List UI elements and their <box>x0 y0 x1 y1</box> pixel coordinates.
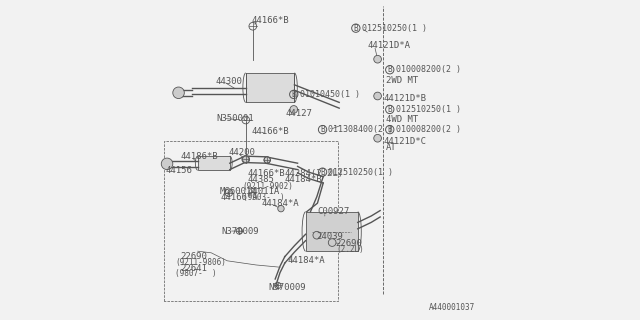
Text: 44184*B: 44184*B <box>285 175 323 184</box>
Text: 010008200(2 ): 010008200(2 ) <box>396 125 461 134</box>
Text: 44385: 44385 <box>247 175 274 184</box>
Text: 44011A: 44011A <box>247 188 279 196</box>
Text: B: B <box>387 105 392 114</box>
Circle shape <box>328 239 336 246</box>
Text: 44166*A: 44166*A <box>220 193 258 202</box>
Circle shape <box>242 156 250 163</box>
Text: 44300: 44300 <box>216 77 243 86</box>
Text: 012510250(1 ): 012510250(1 ) <box>396 105 461 114</box>
Text: 44166*B: 44166*B <box>247 169 285 178</box>
Circle shape <box>173 87 184 99</box>
Text: 44127: 44127 <box>285 109 312 118</box>
Circle shape <box>290 106 298 113</box>
Text: (9211-9806): (9211-9806) <box>175 258 226 267</box>
Text: B: B <box>387 65 392 74</box>
Text: N370009: N370009 <box>221 227 259 236</box>
Text: B: B <box>320 125 325 134</box>
Text: B: B <box>387 125 392 134</box>
Circle shape <box>374 92 381 100</box>
Text: (2.2L): (2.2L) <box>336 245 364 254</box>
Polygon shape <box>246 73 294 102</box>
Text: 24039: 24039 <box>316 232 343 241</box>
Text: 44284(2.2L): 44284(2.2L) <box>284 169 343 178</box>
Text: M660014: M660014 <box>219 188 257 196</box>
Text: 22641: 22641 <box>180 264 207 273</box>
Text: C00927: C00927 <box>317 207 349 216</box>
Text: 44200: 44200 <box>229 148 255 157</box>
Text: 012510250(1 ): 012510250(1 ) <box>362 24 427 33</box>
Polygon shape <box>198 156 230 170</box>
Text: 01010450(1 ): 01010450(1 ) <box>300 90 360 99</box>
Text: 44184*A: 44184*A <box>288 256 326 265</box>
Circle shape <box>264 157 270 163</box>
Text: N370009: N370009 <box>269 283 307 292</box>
Text: 4WD MT: 4WD MT <box>385 115 418 124</box>
Text: B: B <box>320 168 325 177</box>
Text: B: B <box>291 90 296 99</box>
Circle shape <box>313 231 321 239</box>
Text: 010008200(2 ): 010008200(2 ) <box>396 65 461 74</box>
Text: AT: AT <box>385 143 396 152</box>
Text: (9807-  ): (9807- ) <box>175 269 217 278</box>
Text: 44121D*C: 44121D*C <box>384 137 427 146</box>
Text: 44184*A: 44184*A <box>262 199 300 208</box>
Text: N350001: N350001 <box>216 114 253 123</box>
Circle shape <box>161 158 173 170</box>
Polygon shape <box>306 212 358 251</box>
Text: 2WD MT: 2WD MT <box>385 76 418 85</box>
Circle shape <box>374 134 381 142</box>
Text: 44121D*A: 44121D*A <box>367 41 410 50</box>
Text: 44166*B: 44166*B <box>251 127 289 136</box>
Text: 22690: 22690 <box>180 252 207 261</box>
Text: A440001037: A440001037 <box>429 303 475 312</box>
Text: 012510250(1 ): 012510250(1 ) <box>328 168 394 177</box>
Circle shape <box>374 55 381 63</box>
Text: 44121D*B: 44121D*B <box>384 94 427 103</box>
Circle shape <box>278 205 284 212</box>
Text: (9903-  ): (9903- ) <box>243 193 284 202</box>
Text: (9211-9902): (9211-9902) <box>243 182 293 191</box>
Text: B: B <box>353 24 358 33</box>
Text: 22690: 22690 <box>335 239 362 248</box>
Text: 44186*B: 44186*B <box>181 152 218 161</box>
Text: 44166*B: 44166*B <box>251 16 289 25</box>
Text: 011308400(2 ): 011308400(2 ) <box>328 125 394 134</box>
Text: 44156: 44156 <box>166 166 193 175</box>
